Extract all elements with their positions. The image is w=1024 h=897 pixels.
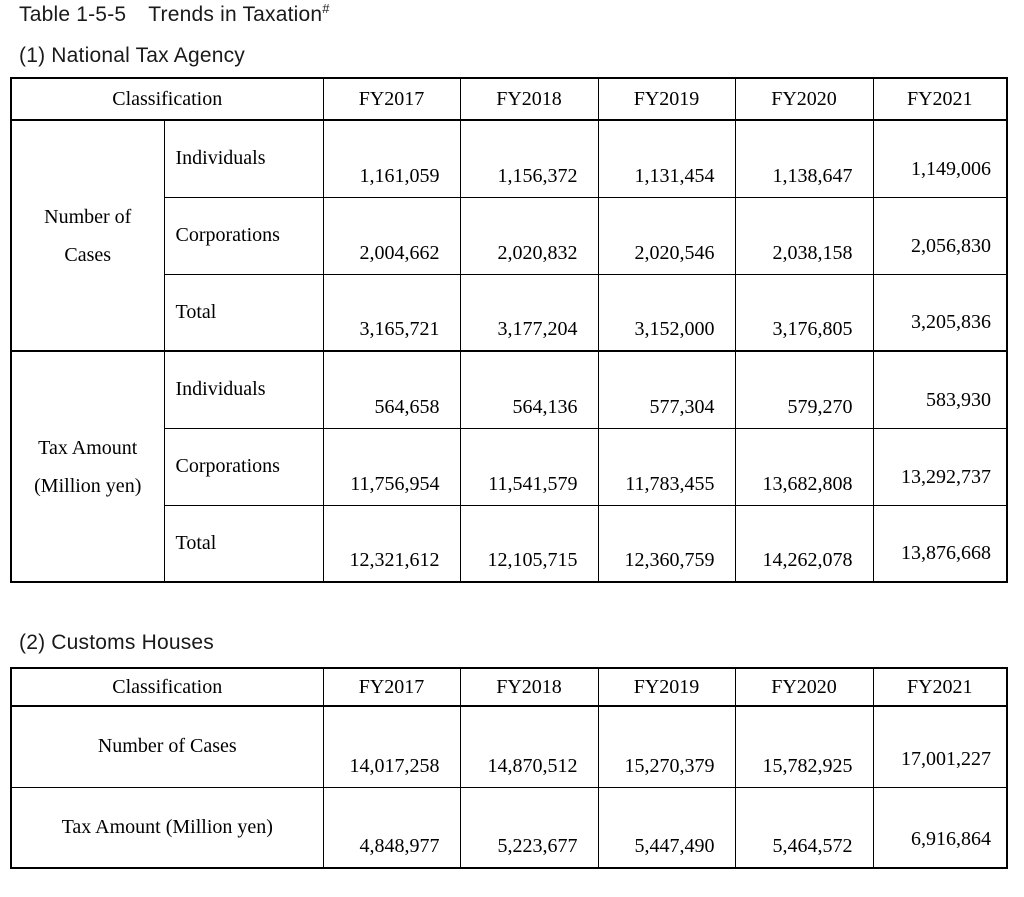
row-label: Individuals — [163, 350, 324, 429]
table2-header: Classification FY2017 FY2018 FY2019 FY20… — [10, 667, 1008, 707]
group-label-line: Cases — [64, 243, 112, 266]
section-1-heading: (1) National Tax Agency — [19, 44, 246, 67]
value-cell: 14,017,258 — [322, 705, 461, 788]
value-cell: 12,321,612 — [322, 504, 461, 583]
section-2-heading: (2) Customs Houses — [19, 631, 214, 654]
classification-header-cell: Classification — [10, 77, 324, 121]
group-label-line: (Million yen) — [34, 474, 142, 497]
group-label-number-of-cases: Number of Cases — [10, 119, 165, 352]
year-header-fy2019: FY2019 — [597, 77, 736, 121]
row-label: Number of Cases — [10, 705, 324, 788]
page-title-prefix: Table 1-5-5 — [19, 3, 127, 26]
value-cell: 11,541,579 — [459, 427, 599, 506]
value-cell: 17,001,227 — [872, 705, 1008, 788]
value-cell: 11,756,954 — [322, 427, 461, 506]
group-label-tax-amount: Tax Amount (Million yen) — [10, 350, 165, 583]
value-cell: 13,682,808 — [734, 427, 874, 506]
table1-header-row: Classification FY2017 FY2018 FY2019 FY20… — [10, 77, 1008, 121]
year-header-fy2021: FY2021 — [872, 667, 1008, 707]
value-cell: 15,270,379 — [597, 705, 736, 788]
page-title-text: Trends in Taxation — [148, 3, 323, 26]
classification-header-cell: Classification — [10, 667, 324, 707]
value-cell: 4,848,977 — [322, 786, 461, 869]
table-row: Corporations 2,004,662 2,020,832 2,020,5… — [11, 196, 1008, 275]
row-label: Total — [163, 273, 324, 352]
table-row: Total 3,165,721 3,177,204 3,152,000 3,17… — [11, 273, 1008, 352]
year-header-fy2018: FY2018 — [459, 667, 599, 707]
table-national-tax-agency: Classification FY2017 FY2018 FY2019 FY20… — [10, 77, 1008, 583]
value-cell: 564,658 — [322, 350, 461, 429]
table-row: Total 12,321,612 12,105,715 12,360,759 1… — [11, 504, 1008, 583]
table-row: Tax Amount (Million yen) Individuals 564… — [10, 350, 1008, 583]
value-cell: 1,138,647 — [734, 119, 874, 198]
value-cell: 564,136 — [459, 350, 599, 429]
value-cell: 2,056,830 — [872, 196, 1008, 275]
value-cell: 5,223,677 — [459, 786, 599, 869]
value-cell: 5,447,490 — [597, 786, 736, 869]
row-label: Total — [163, 504, 324, 583]
value-cell: 6,916,864 — [872, 786, 1008, 869]
value-cell: 15,782,925 — [734, 705, 874, 788]
value-cell: 11,783,455 — [597, 427, 736, 506]
value-cell: 3,176,805 — [734, 273, 874, 352]
year-header-fy2020: FY2020 — [734, 77, 874, 121]
value-cell: 2,038,158 — [734, 196, 874, 275]
table-row: Tax Amount (Million yen) 4,848,977 5,223… — [10, 786, 1008, 869]
row-label: Corporations — [163, 427, 324, 506]
table-row: Corporations 11,756,954 11,541,579 11,78… — [11, 427, 1008, 506]
table1-header: Classification FY2017 FY2018 FY2019 FY20… — [10, 77, 1008, 121]
year-header-fy2020: FY2020 — [734, 667, 874, 707]
group-label-line: Tax Amount — [38, 436, 138, 459]
value-cell: 12,105,715 — [459, 504, 599, 583]
value-cell: 14,870,512 — [459, 705, 599, 788]
value-cell: 3,177,204 — [459, 273, 599, 352]
page-title: Table 1-5-5 Trends in Taxation# — [19, 1, 330, 27]
year-header-fy2021: FY2021 — [872, 77, 1008, 121]
value-cell: 2,004,662 — [322, 196, 461, 275]
row-label: Individuals — [163, 119, 324, 198]
year-header-fy2017: FY2017 — [322, 77, 461, 121]
group-label-line: Number of — [44, 205, 132, 228]
value-cell: 2,020,546 — [597, 196, 736, 275]
year-header-fy2019: FY2019 — [597, 667, 736, 707]
table2-header-row: Classification FY2017 FY2018 FY2019 FY20… — [10, 667, 1008, 707]
row-label: Corporations — [163, 196, 324, 275]
value-cell: 579,270 — [734, 350, 874, 429]
value-cell: 2,020,832 — [459, 196, 599, 275]
value-cell: 13,876,668 — [872, 504, 1008, 583]
year-header-fy2018: FY2018 — [459, 77, 599, 121]
value-cell: 1,156,372 — [459, 119, 599, 198]
value-cell: 1,131,454 — [597, 119, 736, 198]
value-cell: 577,304 — [597, 350, 736, 429]
value-cell: 1,149,006 — [872, 119, 1008, 198]
value-cell: 5,464,572 — [734, 786, 874, 869]
row-label: Tax Amount (Million yen) — [10, 786, 324, 869]
value-cell: 1,161,059 — [322, 119, 461, 198]
value-cell: 3,165,721 — [322, 273, 461, 352]
year-header-fy2017: FY2017 — [322, 667, 461, 707]
value-cell: 3,152,000 — [597, 273, 736, 352]
value-cell: 13,292,737 — [872, 427, 1008, 506]
table-row: Number of Cases 14,017,258 14,870,512 15… — [10, 705, 1008, 788]
value-cell: 3,205,836 — [872, 273, 1008, 352]
value-cell: 14,262,078 — [734, 504, 874, 583]
table-row: Number of Cases Individuals 1,161,059 1,… — [10, 119, 1008, 352]
page-title-superscript: # — [322, 1, 330, 16]
table-customs-houses: Classification FY2017 FY2018 FY2019 FY20… — [10, 667, 1008, 869]
value-cell: 583,930 — [872, 350, 1008, 429]
value-cell: 12,360,759 — [597, 504, 736, 583]
